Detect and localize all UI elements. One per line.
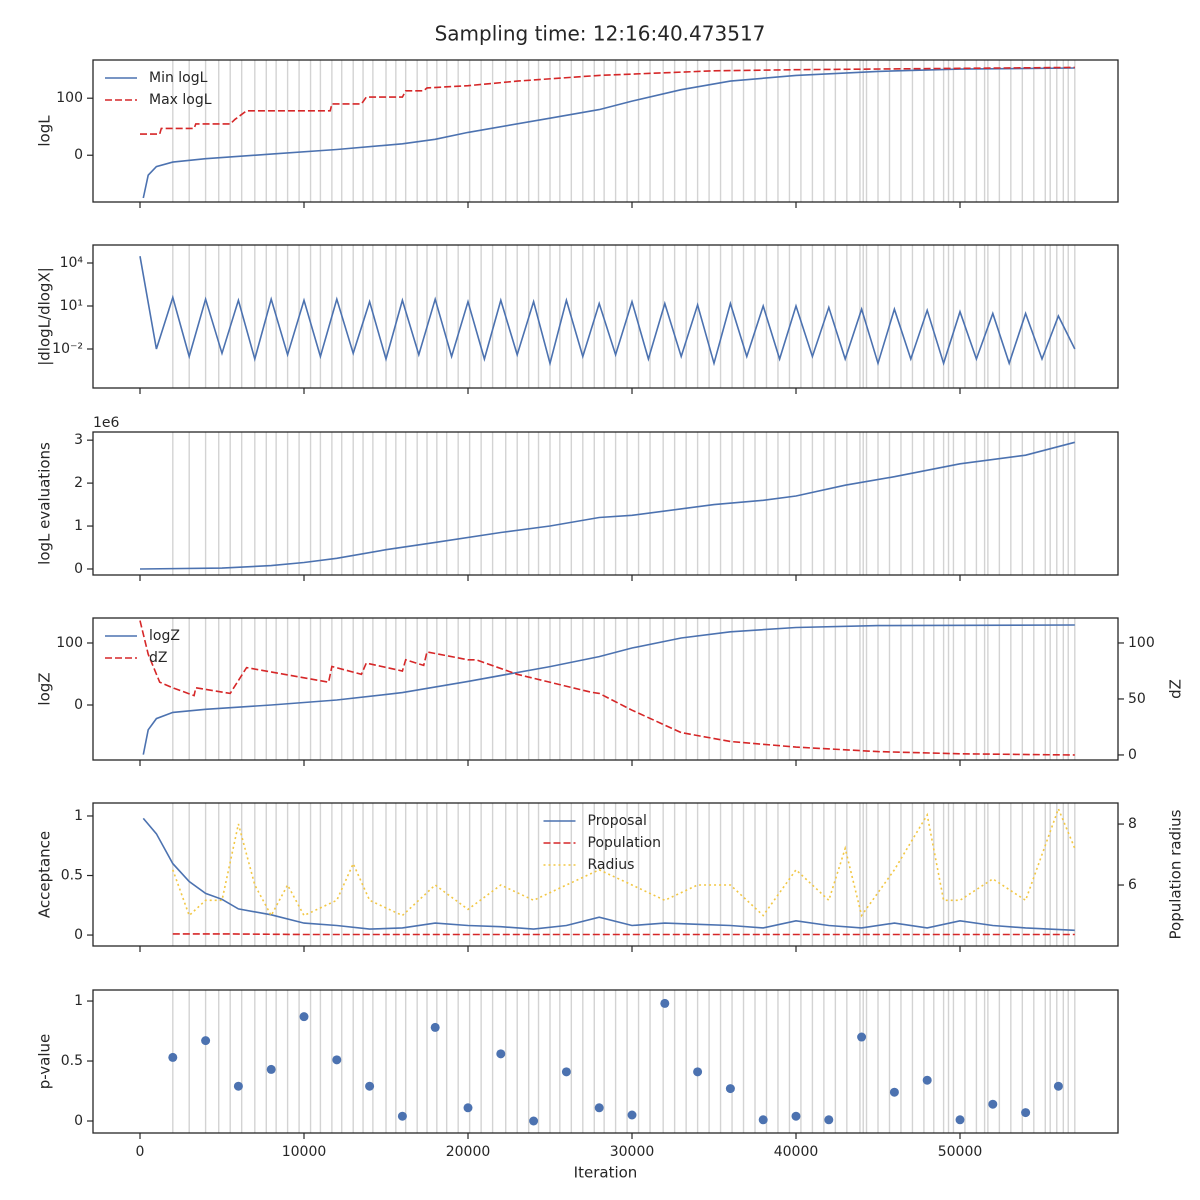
point <box>988 1099 998 1109</box>
y-tick-label: 100 <box>56 90 83 106</box>
y-tick-label: 1 <box>74 808 83 824</box>
point <box>627 1110 637 1120</box>
point <box>430 1022 440 1032</box>
x-tick-label: 20000 <box>446 1144 491 1160</box>
series-line <box>142 67 1075 199</box>
series-line <box>139 441 1076 570</box>
y-axis-label: logL <box>36 115 54 147</box>
y-tick-label: 10¹ <box>60 298 83 314</box>
y-axis-label: p-value <box>36 1034 54 1090</box>
point <box>660 998 670 1008</box>
point <box>397 1111 407 1121</box>
point <box>955 1115 965 1125</box>
x-tick-label: 30000 <box>610 1144 655 1160</box>
plot-frame <box>92 802 1119 947</box>
y2-tick-label: 6 <box>1128 877 1137 893</box>
x-axis-label: Iteration <box>574 1164 638 1182</box>
point <box>889 1087 899 1097</box>
series-line <box>140 66 1075 135</box>
point <box>463 1103 473 1113</box>
y-tick-label: 100 <box>56 635 83 651</box>
x-tick-label: 50000 <box>938 1144 983 1160</box>
point <box>233 1081 243 1091</box>
point <box>299 1012 309 1022</box>
point <box>1021 1108 1031 1118</box>
chart-title: Sampling time: 12:16:40.473517 <box>435 22 766 46</box>
point <box>365 1081 375 1091</box>
point <box>168 1052 178 1062</box>
plot-frame <box>92 59 1119 203</box>
y-tick-label: 0 <box>74 927 83 943</box>
y2-tick-label: 8 <box>1128 816 1137 832</box>
legend-label: Radius <box>588 857 635 873</box>
plot-frame <box>92 617 1119 761</box>
y-tick-label: 0.5 <box>61 1053 83 1069</box>
point <box>561 1067 571 1077</box>
point <box>758 1115 768 1125</box>
point <box>332 1055 342 1065</box>
y-tick-label: 2 <box>74 475 83 491</box>
y-tick-label: 0 <box>74 561 83 577</box>
point <box>1053 1081 1063 1091</box>
x-tick-label: 0 <box>136 1144 145 1160</box>
y2-tick-label: 50 <box>1128 691 1146 707</box>
y2-axis-label: dZ <box>1167 679 1185 699</box>
point <box>266 1064 276 1074</box>
y2-tick-label: 100 <box>1128 635 1155 651</box>
y-tick-label: 1 <box>74 518 83 534</box>
y-tick-label: 10⁻² <box>52 341 83 357</box>
legend-label: Min logL <box>149 70 208 86</box>
y-tick-label: 3 <box>74 432 83 448</box>
point <box>857 1032 867 1042</box>
x-tick-label: 10000 <box>282 1144 327 1160</box>
point <box>725 1084 735 1094</box>
y-offset-label: 1e6 <box>93 415 120 431</box>
plot-frame <box>92 244 1119 389</box>
point <box>922 1075 932 1085</box>
point <box>594 1103 604 1113</box>
series-line <box>142 624 1075 755</box>
y-tick-label: 10⁴ <box>60 255 84 271</box>
legend-label: Population <box>588 835 662 851</box>
series-line <box>172 806 1076 918</box>
y-tick-label: 0.5 <box>61 868 83 884</box>
point <box>824 1115 834 1125</box>
y-axis-label: logL evaluations <box>36 442 54 565</box>
plot-frame <box>92 431 1119 576</box>
y2-axis-label: Population radius <box>1167 809 1185 939</box>
legend-label: Max logL <box>149 92 212 108</box>
point <box>791 1111 801 1121</box>
series-line <box>142 817 1075 932</box>
series-line <box>139 620 1075 756</box>
y-axis-label: logZ <box>36 672 54 705</box>
y-tick-label: 0 <box>74 147 83 163</box>
legend-label: Proposal <box>588 813 647 829</box>
y-tick-label: 1 <box>74 993 83 1009</box>
y2-tick-label: 0 <box>1128 747 1137 763</box>
point <box>201 1036 211 1046</box>
plot-frame <box>92 989 1119 1134</box>
series-line <box>139 256 1076 367</box>
point <box>529 1116 539 1126</box>
legend-label: dZ <box>149 650 167 666</box>
series-line <box>172 933 1075 936</box>
y-tick-label: 0 <box>74 1113 83 1129</box>
x-tick-label: 40000 <box>774 1144 819 1160</box>
y-tick-label: 0 <box>74 697 83 713</box>
point <box>496 1049 506 1059</box>
y-axis-label: |dlogL/dlogX| <box>36 267 54 366</box>
point <box>693 1067 703 1077</box>
y-axis-label: Acceptance <box>36 831 54 918</box>
legend-label: logZ <box>149 628 180 644</box>
